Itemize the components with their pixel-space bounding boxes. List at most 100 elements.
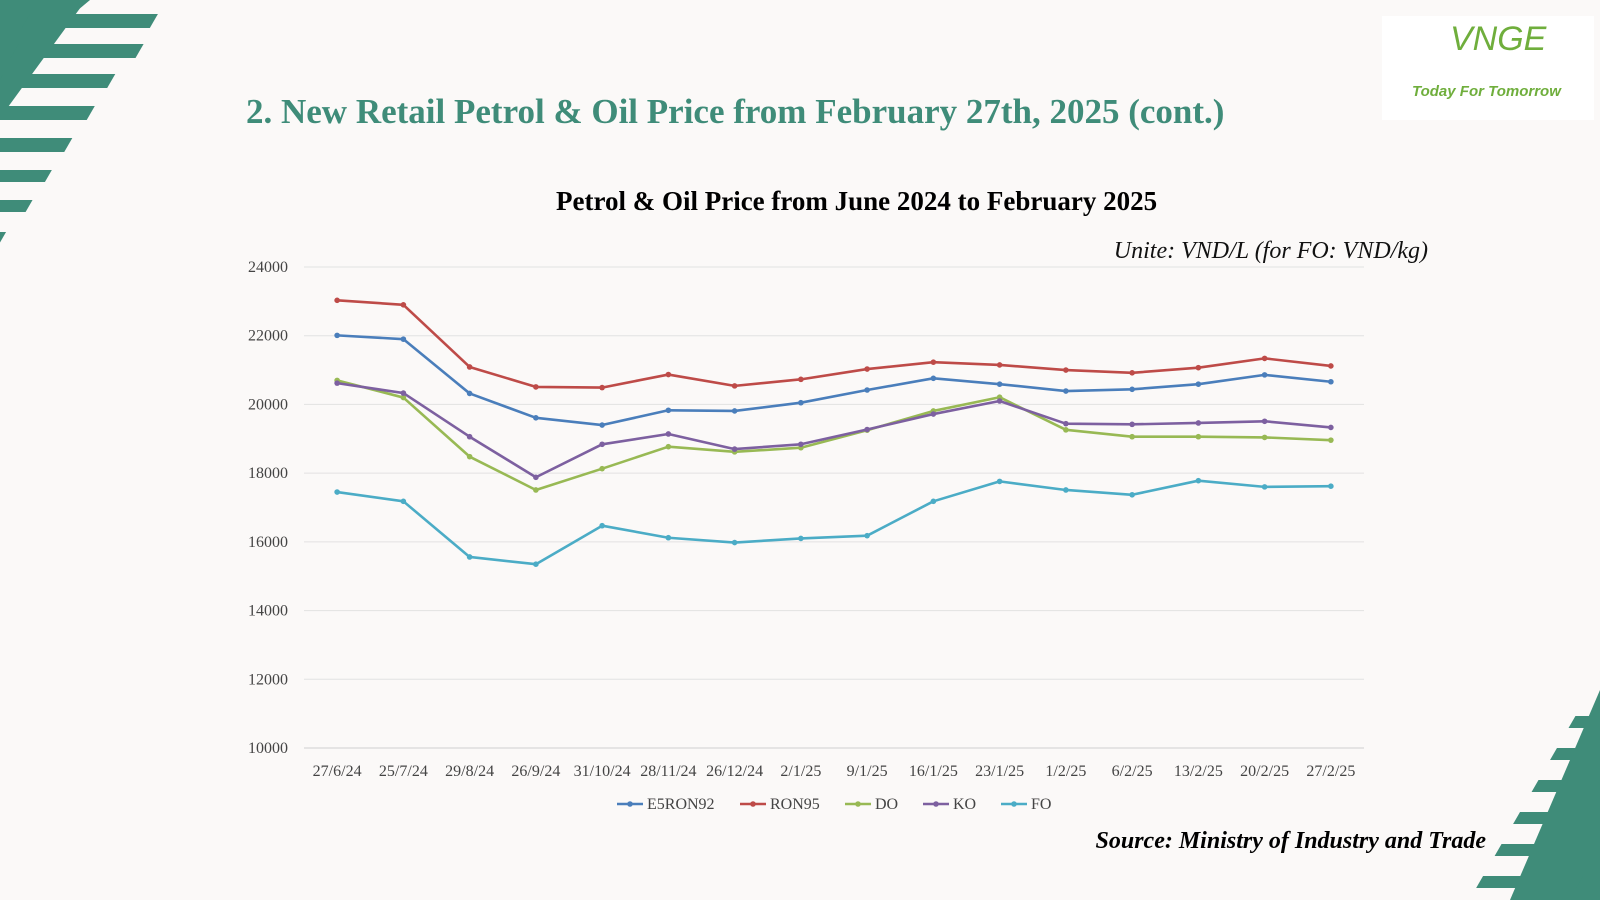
data-point-e5ron92 <box>731 408 738 414</box>
data-point-ko <box>1195 420 1202 426</box>
slide-title: 2. New Retail Petrol & Oil Price from Fe… <box>246 92 1225 131</box>
legend-swatch-marker <box>750 801 756 807</box>
data-point-ron95 <box>665 371 672 378</box>
data-point-e5ron92 <box>1328 378 1334 385</box>
data-point-ron95 <box>930 359 937 365</box>
logo-tagline: Today For Tomorrow <box>1412 83 1561 100</box>
data-point-fo <box>599 522 605 529</box>
series-line-ron95 <box>337 299 1332 389</box>
data-point-ron95 <box>400 301 407 308</box>
data-point-ko <box>533 474 539 481</box>
data-point-ko <box>864 426 870 433</box>
y-tick-label: 20000 <box>248 396 288 413</box>
data-point-ko <box>599 441 605 448</box>
x-tick-label: 31/10/24 <box>574 763 631 780</box>
y-tick-label: 12000 <box>248 671 288 688</box>
data-point-fo <box>334 489 340 495</box>
data-point-do <box>1261 434 1268 441</box>
x-tick-label: 23/1/25 <box>975 763 1024 780</box>
data-point-e5ron92 <box>334 332 340 339</box>
data-point-ko <box>1328 424 1334 431</box>
data-point-ron95 <box>466 364 473 370</box>
x-tick-label: 29/8/24 <box>445 763 494 780</box>
legend-label: DO <box>875 796 898 813</box>
data-point-ron95 <box>533 384 539 390</box>
data-point-do <box>400 394 407 401</box>
x-tick-label: 25/7/24 <box>379 763 428 780</box>
legend-label: FO <box>1031 796 1051 813</box>
data-point-ron95 <box>864 366 870 372</box>
unit-note: Unite: VND/L (for FO: VND/kg) <box>1113 238 1428 264</box>
data-point-ko <box>798 441 804 448</box>
legend-swatch-marker <box>855 801 861 807</box>
data-point-fo <box>996 478 1003 485</box>
data-point-ron95 <box>599 384 605 391</box>
legend-label: KO <box>953 796 976 813</box>
data-point-fo <box>533 561 539 567</box>
x-tick-label: 26/9/24 <box>511 763 560 780</box>
y-tick-label: 18000 <box>248 465 288 482</box>
data-point-do <box>1063 427 1069 433</box>
data-point-ko <box>466 433 473 440</box>
source-note: Source: Ministry of Industry and Trade <box>1095 828 1487 854</box>
data-point-ko <box>930 411 937 417</box>
data-point-e5ron92 <box>930 375 937 382</box>
data-point-fo <box>1261 484 1268 490</box>
data-point-e5ron92 <box>1129 386 1135 393</box>
data-point-ron95 <box>996 362 1003 368</box>
data-point-e5ron92 <box>1261 372 1268 378</box>
chart-title: Petrol & Oil Price from June 2024 to Feb… <box>556 186 1158 216</box>
data-point-fo <box>930 498 937 505</box>
data-point-e5ron92 <box>599 422 605 428</box>
series-line-e5ron92 <box>337 334 1332 427</box>
data-point-ron95 <box>1261 355 1268 362</box>
data-point-ron95 <box>1063 367 1069 373</box>
data-point-ko <box>334 380 340 386</box>
x-tick-label: 26/12/24 <box>706 763 763 780</box>
bottom-right-stripe-decoration <box>1476 690 1600 900</box>
x-tick-label: 16/1/25 <box>909 763 958 780</box>
data-point-ko <box>1261 418 1268 425</box>
y-tick-label: 22000 <box>248 328 288 345</box>
data-point-e5ron92 <box>466 390 473 397</box>
legend-swatch-marker <box>933 801 939 807</box>
series-line-ko <box>336 381 1331 479</box>
data-point-ko <box>996 398 1003 404</box>
y-tick-label: 16000 <box>248 534 288 551</box>
data-point-fo <box>400 498 407 505</box>
data-point-fo <box>1129 491 1135 498</box>
series-line-do <box>336 379 1331 492</box>
data-point-ron95 <box>1328 363 1334 369</box>
data-point-do <box>1129 433 1135 440</box>
x-tick-label: 6/2/25 <box>1112 763 1153 780</box>
x-tick-label: 9/1/25 <box>847 763 888 780</box>
data-point-e5ron92 <box>1195 381 1202 387</box>
data-point-fo <box>1328 483 1334 489</box>
data-point-fo <box>1063 487 1069 493</box>
data-point-do <box>599 465 605 472</box>
x-tick-label: 27/6/24 <box>313 763 362 780</box>
data-point-e5ron92 <box>533 415 539 421</box>
data-point-e5ron92 <box>864 387 870 393</box>
data-point-ko <box>400 390 407 396</box>
x-tick-label: 1/2/25 <box>1045 763 1086 780</box>
data-point-e5ron92 <box>400 336 407 342</box>
data-point-ko <box>1063 420 1069 427</box>
series-line-fo <box>336 479 1331 566</box>
data-point-e5ron92 <box>798 399 804 406</box>
data-point-do <box>466 453 473 460</box>
y-tick-label: 24000 <box>248 259 288 276</box>
data-point-ron95 <box>1129 370 1135 376</box>
logo-mark: VNGE <box>1450 20 1547 58</box>
data-point-do <box>1195 433 1202 440</box>
legend-swatch-marker <box>1011 801 1017 807</box>
data-point-fo <box>864 532 870 539</box>
x-tick-label: 2/1/25 <box>780 763 821 780</box>
data-point-ko <box>731 446 738 452</box>
data-point-do <box>533 487 539 493</box>
data-point-fo <box>1195 477 1202 484</box>
top-left-stripe-decoration <box>0 0 158 246</box>
data-point-fo <box>466 554 473 560</box>
y-tick-label: 14000 <box>248 603 288 620</box>
